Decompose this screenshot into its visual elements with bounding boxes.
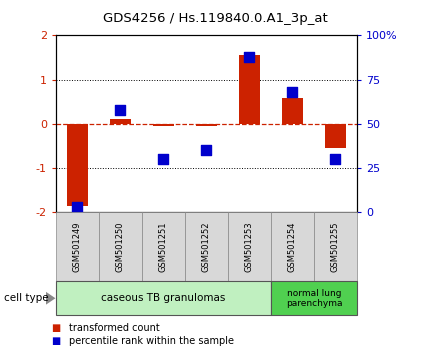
Point [246, 54, 253, 59]
Text: percentile rank within the sample: percentile rank within the sample [69, 336, 234, 346]
Text: ■: ■ [52, 336, 61, 346]
Bar [282, 98, 303, 124]
Text: GDS4256 / Hs.119840.0.A1_3p_at: GDS4256 / Hs.119840.0.A1_3p_at [103, 12, 327, 25]
Text: transformed count: transformed count [69, 323, 160, 333]
Point [117, 107, 124, 113]
Text: caseous TB granulomas: caseous TB granulomas [101, 293, 226, 303]
Text: GSM501252: GSM501252 [202, 222, 211, 272]
Bar [239, 55, 260, 124]
Text: GSM501249: GSM501249 [73, 222, 82, 272]
Bar [67, 124, 88, 206]
Bar [196, 124, 217, 126]
Point [332, 156, 339, 162]
Bar [110, 119, 131, 124]
Bar [325, 124, 346, 148]
Text: GSM501255: GSM501255 [331, 222, 340, 272]
Point [160, 156, 167, 162]
Point [289, 89, 296, 95]
Bar [153, 124, 174, 126]
Text: cell type: cell type [4, 293, 49, 303]
Point [203, 148, 210, 153]
Text: normal lung
parenchyma: normal lung parenchyma [286, 289, 342, 308]
Text: GSM501253: GSM501253 [245, 222, 254, 272]
Text: GSM501254: GSM501254 [288, 222, 297, 272]
Text: GSM501250: GSM501250 [116, 222, 125, 272]
Text: GSM501251: GSM501251 [159, 222, 168, 272]
Point [74, 204, 81, 210]
Text: ■: ■ [52, 323, 61, 333]
